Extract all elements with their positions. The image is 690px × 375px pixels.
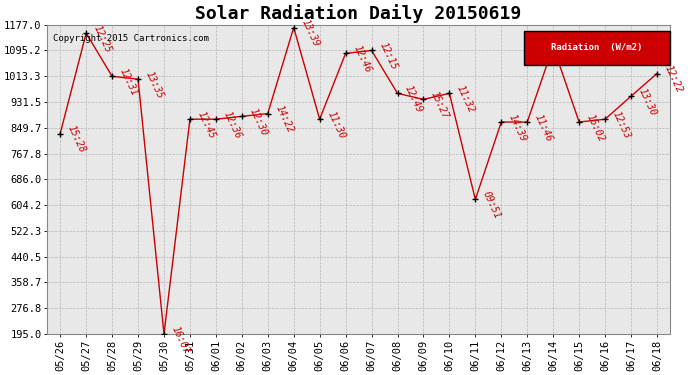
Text: 12:22: 12:22: [662, 64, 684, 94]
FancyBboxPatch shape: [524, 31, 670, 65]
Text: 09:51: 09:51: [481, 190, 502, 220]
Text: 12:25: 12:25: [92, 23, 113, 54]
Title: Solar Radiation Daily 20150619: Solar Radiation Daily 20150619: [195, 4, 522, 23]
Text: 14:39: 14:39: [507, 112, 529, 143]
Text: 11:46: 11:46: [533, 112, 554, 143]
Text: 11:30: 11:30: [325, 110, 346, 140]
Text: 14:06: 14:06: [559, 37, 580, 68]
Text: 15:28: 15:28: [66, 124, 87, 154]
Text: 12:30: 12:30: [248, 106, 269, 137]
Text: 13:30: 13:30: [637, 86, 658, 117]
Text: Copyright 2015 Cartronics.com: Copyright 2015 Cartronics.com: [53, 34, 209, 43]
Text: 16:07: 16:07: [170, 324, 191, 355]
Text: Radiation  (W/m2): Radiation (W/m2): [551, 44, 643, 52]
Text: 11:32: 11:32: [455, 84, 476, 114]
Text: 15:27: 15:27: [429, 90, 451, 120]
Text: 12:31: 12:31: [117, 66, 139, 98]
Text: 12:45: 12:45: [195, 110, 217, 140]
Text: 13:39: 13:39: [299, 18, 321, 49]
Text: 16:02: 16:02: [584, 112, 606, 143]
Text: 14:22: 14:22: [273, 104, 295, 135]
Text: 12:53: 12:53: [611, 110, 632, 140]
Text: 13:35: 13:35: [144, 69, 165, 100]
Text: 12:15: 12:15: [377, 41, 399, 72]
Text: 12:36: 12:36: [221, 110, 243, 140]
Text: 12:49: 12:49: [403, 84, 424, 114]
Text: 12:46: 12:46: [351, 44, 373, 75]
